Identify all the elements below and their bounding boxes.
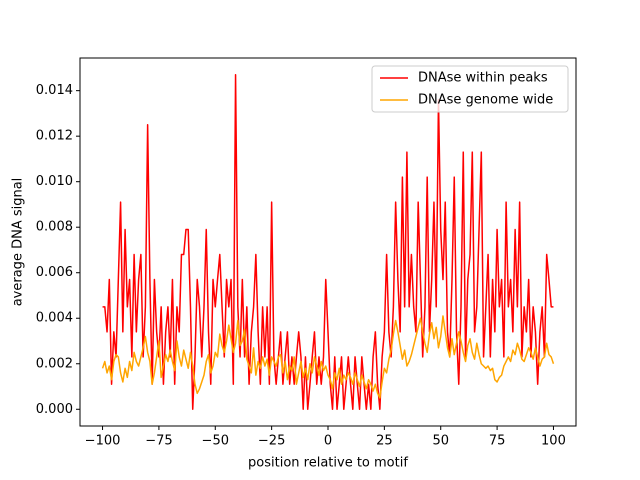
- y-tick-label: 0.012: [36, 129, 73, 144]
- x-tick-label: 0: [324, 434, 332, 449]
- x-tick-label: 25: [376, 434, 393, 449]
- y-tick-label: 0.000: [36, 402, 73, 417]
- x-tick-label: −100: [85, 434, 121, 449]
- data-line: [102, 73, 554, 411]
- y-tick-label: 0.008: [36, 220, 73, 235]
- x-tick-label: −50: [202, 434, 229, 449]
- x-tick-label: 50: [432, 434, 449, 449]
- x-tick-label: 100: [541, 434, 566, 449]
- x-tick-label: 75: [489, 434, 506, 449]
- x-tick-label: −75: [145, 434, 172, 449]
- y-axis-label: average DNA signal: [11, 178, 26, 307]
- y-tick-label: 0.006: [36, 265, 73, 280]
- y-tick-label: 0.010: [36, 174, 73, 189]
- x-tick-label: −25: [258, 434, 285, 449]
- plot-frame: [79, 57, 577, 427]
- x-axis-label: position relative to motif: [248, 456, 408, 471]
- legend-label: DNAse within peaks: [418, 71, 548, 86]
- y-tick-label: 0.014: [36, 83, 73, 98]
- legend-label: DNAse genome wide: [418, 93, 553, 108]
- data-line: [101, 315, 555, 399]
- legend-box: [371, 65, 569, 113]
- y-tick-label: 0.002: [36, 356, 73, 371]
- y-tick-label: 0.004: [36, 311, 73, 326]
